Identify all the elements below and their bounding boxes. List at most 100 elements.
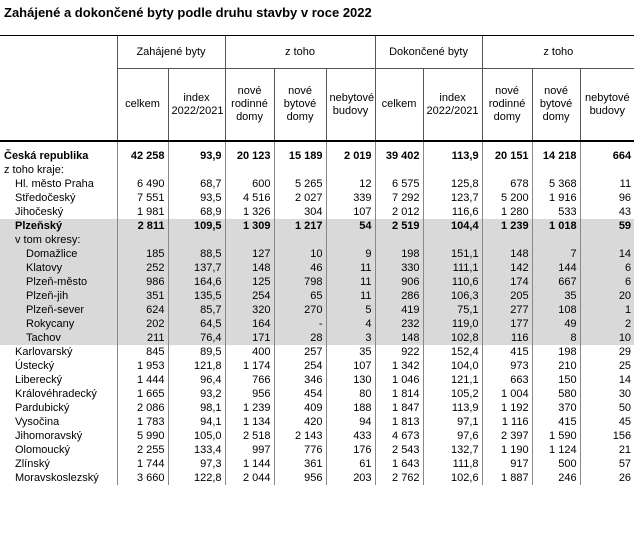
cell: 1 643 bbox=[374, 457, 424, 471]
table-row: z toho kraje: bbox=[0, 163, 634, 177]
cell: 14 bbox=[579, 373, 634, 387]
table-header: Zahájené byty z toho Dokončené byty z toho … bbox=[0, 35, 634, 142]
cell: 1 981 bbox=[116, 205, 168, 219]
cell: 96 bbox=[579, 191, 634, 205]
table-row: Karlovarský 845 89,5 400 257 35 922 152,4 415 198… bbox=[0, 345, 634, 359]
table-row: Středočeský 7 551 93,5 4 516 2 027 339 7 292 12… bbox=[0, 191, 634, 205]
cell: 20 123 bbox=[224, 141, 275, 163]
cell: 339 bbox=[325, 191, 376, 205]
cell: 205 bbox=[481, 289, 533, 303]
cell: 109,5 bbox=[167, 219, 226, 233]
cell: 2 bbox=[579, 317, 634, 331]
cell: 106,3 bbox=[422, 289, 483, 303]
table-row: Pardubický 2 086 98,1 1 239 409 188 1 847 113,9… bbox=[0, 401, 634, 415]
cell: 14 218 bbox=[531, 141, 581, 163]
cell: 76,4 bbox=[167, 331, 226, 345]
cell: 1 444 bbox=[116, 373, 168, 387]
cell: 123,7 bbox=[422, 191, 483, 205]
empty-cell bbox=[579, 233, 634, 247]
column-header: celkem bbox=[374, 68, 424, 142]
empty-cell bbox=[325, 163, 376, 177]
cell: 54 bbox=[325, 219, 376, 233]
cell: 35 bbox=[531, 289, 581, 303]
empty-cell bbox=[167, 233, 226, 247]
cell: 419 bbox=[374, 303, 424, 317]
cell: 148 bbox=[374, 331, 424, 345]
empty-cell bbox=[116, 233, 168, 247]
cell: 2 519 bbox=[374, 219, 424, 233]
cell: 776 bbox=[273, 443, 327, 457]
cell: 93,9 bbox=[167, 141, 226, 163]
cell: 766 bbox=[224, 373, 275, 387]
empty-cell bbox=[273, 233, 327, 247]
cell: 3 660 bbox=[116, 471, 168, 485]
empty-cell bbox=[224, 233, 275, 247]
table-row: Olomoucký 2 255 133,4 997 776 176 2 543 132,7 1 … bbox=[0, 443, 634, 457]
column-header: index 2022/2021 bbox=[422, 68, 483, 142]
cell: 133,4 bbox=[167, 443, 226, 457]
cell: 88,5 bbox=[167, 247, 226, 261]
group-header: z toho bbox=[224, 35, 376, 69]
cell: 11 bbox=[325, 261, 376, 275]
cell: 1 239 bbox=[481, 219, 533, 233]
row-label: Plzeň-město bbox=[0, 275, 117, 289]
cell: 1 bbox=[579, 303, 634, 317]
cell: 798 bbox=[273, 275, 327, 289]
cell: 43 bbox=[579, 205, 634, 219]
cell: 26 bbox=[579, 471, 634, 485]
row-label: Klatovy bbox=[0, 261, 117, 275]
cell: 845 bbox=[116, 345, 168, 359]
cell: 137,7 bbox=[167, 261, 226, 275]
cell: 1 046 bbox=[374, 373, 424, 387]
cell: 105,2 bbox=[422, 387, 483, 401]
cell: 97,6 bbox=[422, 429, 483, 443]
cell: 80 bbox=[325, 387, 376, 401]
data-table: Zahájené byty z toho Dokončené byty z toho … bbox=[0, 35, 634, 485]
cell: 956 bbox=[224, 387, 275, 401]
cell: 142 bbox=[481, 261, 533, 275]
cell: 663 bbox=[481, 373, 533, 387]
cell: 7 292 bbox=[374, 191, 424, 205]
cell: 5 200 bbox=[481, 191, 533, 205]
cell: 144 bbox=[531, 261, 581, 275]
group-header: z toho bbox=[481, 35, 634, 69]
cell: 42 258 bbox=[116, 141, 168, 163]
cell: 5 265 bbox=[273, 177, 327, 191]
cell: 125 bbox=[224, 275, 275, 289]
cell: 232 bbox=[374, 317, 424, 331]
cell: 148 bbox=[224, 261, 275, 275]
cell: 121,1 bbox=[422, 373, 483, 387]
cell: 2 255 bbox=[116, 443, 168, 457]
cell: 93,2 bbox=[167, 387, 226, 401]
cell: 96,4 bbox=[167, 373, 226, 387]
cell: 127 bbox=[224, 247, 275, 261]
cell: 89,5 bbox=[167, 345, 226, 359]
cell: 1 783 bbox=[116, 415, 168, 429]
cell: 135,5 bbox=[167, 289, 226, 303]
cell: 4 bbox=[325, 317, 376, 331]
cell: 370 bbox=[531, 401, 581, 415]
cell: 533 bbox=[531, 205, 581, 219]
cell: 2 027 bbox=[273, 191, 327, 205]
cell: 21 bbox=[579, 443, 634, 457]
cell: 10 bbox=[273, 247, 327, 261]
cell: 667 bbox=[531, 275, 581, 289]
table-row: Jihočeský 1 981 68,9 1 326 304 107 2 012 116,6 1… bbox=[0, 205, 634, 219]
table-row: v tom okresy: bbox=[0, 233, 634, 247]
cell: 246 bbox=[531, 471, 581, 485]
row-label: Vysočina bbox=[15, 416, 60, 428]
cell: 68,7 bbox=[167, 177, 226, 191]
cell: 119,0 bbox=[422, 317, 483, 331]
table-row: Liberecký 1 444 96,4 766 346 130 1 046 121,1 663… bbox=[0, 373, 634, 387]
cell: 1 280 bbox=[481, 205, 533, 219]
column-header: celkem bbox=[116, 68, 168, 142]
cell: 150 bbox=[531, 373, 581, 387]
cell: 351 bbox=[116, 289, 168, 303]
cell: 68,9 bbox=[167, 205, 226, 219]
group-header: Zahájené byty bbox=[116, 35, 226, 69]
cell: 104,0 bbox=[422, 359, 483, 373]
cell: 1 309 bbox=[224, 219, 275, 233]
cell: 420 bbox=[273, 415, 327, 429]
empty-cell bbox=[374, 163, 424, 177]
